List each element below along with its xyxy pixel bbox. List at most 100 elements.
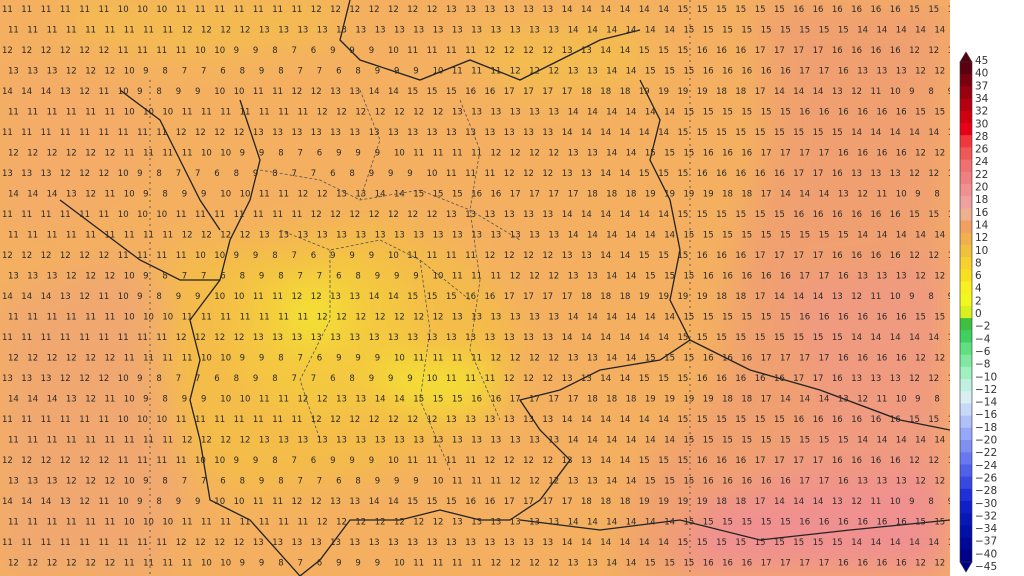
grid-value: 6 bbox=[214, 169, 219, 179]
legend-label: −2 bbox=[975, 321, 990, 333]
grid-value: 13 bbox=[587, 67, 598, 77]
grid-value: 13 bbox=[542, 5, 553, 15]
grid-value: 13 bbox=[523, 210, 534, 220]
grid-value: 14 bbox=[851, 333, 862, 343]
grid-value: 15 bbox=[658, 169, 669, 179]
grid-value: 16 bbox=[877, 354, 888, 364]
grid-value: 14 bbox=[896, 26, 907, 36]
grid-value: 12 bbox=[79, 169, 90, 179]
grid-value: 12 bbox=[928, 251, 939, 261]
grid-value: 11 bbox=[877, 395, 888, 405]
grid-value: 11 bbox=[47, 518, 58, 528]
grid-value: 12 bbox=[510, 272, 521, 282]
grid-value: 15 bbox=[780, 313, 791, 323]
grid-value: 13 bbox=[587, 354, 598, 364]
grid-value: 13 bbox=[542, 333, 553, 343]
grid-value: 8 bbox=[278, 149, 283, 159]
grid-value: 13 bbox=[349, 292, 360, 302]
grid-value: 6 bbox=[336, 477, 341, 487]
grid-value: 18 bbox=[606, 190, 617, 200]
grid-value: 13 bbox=[272, 538, 283, 548]
grid-value: 10 bbox=[234, 87, 245, 97]
grid-value: 11 bbox=[234, 415, 245, 425]
legend-color-step bbox=[960, 501, 972, 514]
grid-value: 14 bbox=[799, 190, 810, 200]
grid-value: 13 bbox=[491, 108, 502, 118]
grid-value: 14 bbox=[626, 559, 637, 569]
grid-value: 15 bbox=[684, 518, 695, 528]
grid-value: 11 bbox=[60, 5, 71, 15]
grid-value: 18 bbox=[626, 395, 637, 405]
grid-value: 11 bbox=[948, 538, 950, 548]
grid-value: 12 bbox=[298, 190, 309, 200]
grid-value: 19 bbox=[664, 395, 675, 405]
grid-value: 19 bbox=[697, 497, 708, 507]
grid-value: 18 bbox=[587, 190, 598, 200]
grid-value: 13 bbox=[857, 477, 868, 487]
legend-color-step bbox=[960, 305, 972, 319]
grid-value: 14 bbox=[664, 436, 675, 446]
grid-value: 9 bbox=[369, 169, 374, 179]
grid-value: 9 bbox=[349, 46, 354, 56]
grid-value: 9 bbox=[176, 87, 181, 97]
grid-value: 11 bbox=[195, 415, 206, 425]
grid-value: 9 bbox=[388, 169, 393, 179]
grid-value: 15 bbox=[697, 333, 708, 343]
grid-value: 12 bbox=[529, 477, 540, 487]
grid-value: 15 bbox=[427, 497, 438, 507]
grid-value: 12 bbox=[195, 333, 206, 343]
grid-value: 11 bbox=[259, 108, 270, 118]
grid-value: 13 bbox=[27, 477, 38, 487]
grid-value: 12 bbox=[214, 538, 225, 548]
grid-value: 11 bbox=[176, 210, 187, 220]
grid-value: 15 bbox=[697, 210, 708, 220]
grid-value: 13 bbox=[542, 210, 553, 220]
grid-value: 14 bbox=[600, 251, 611, 261]
grid-value: 16 bbox=[774, 169, 785, 179]
grid-value: 12 bbox=[928, 374, 939, 384]
grid-value: 10 bbox=[214, 87, 225, 97]
grid-value: 12 bbox=[510, 477, 521, 487]
grid-value: 12 bbox=[220, 26, 231, 36]
grid-value: 16 bbox=[871, 456, 882, 466]
grid-value: 13 bbox=[27, 272, 38, 282]
grid-value: 13 bbox=[446, 538, 457, 548]
legend-color-step bbox=[960, 196, 972, 209]
legend-color-step bbox=[960, 135, 972, 148]
grid-value: 16 bbox=[890, 210, 901, 220]
grid-value: 12 bbox=[909, 374, 920, 384]
grid-value: 11 bbox=[118, 46, 129, 56]
grid-value: 10 bbox=[143, 313, 154, 323]
grid-value: 18 bbox=[600, 292, 611, 302]
grid-value: 14 bbox=[600, 456, 611, 466]
grid-value: 11 bbox=[99, 497, 110, 507]
grid-value: 10 bbox=[118, 497, 129, 507]
grid-value: 12 bbox=[510, 149, 521, 159]
grid-value: 17 bbox=[813, 251, 824, 261]
grid-value: 11 bbox=[298, 518, 309, 528]
grid-value: 12 bbox=[934, 149, 945, 159]
grid-value: 11 bbox=[124, 149, 135, 159]
grid-value: 14 bbox=[658, 333, 669, 343]
grid-value: 12 bbox=[41, 456, 52, 466]
grid-value: 14 bbox=[620, 210, 631, 220]
grid-value: 15 bbox=[799, 436, 810, 446]
grid-value: 13 bbox=[452, 436, 463, 446]
grid-value: 12 bbox=[105, 272, 116, 282]
grid-value: 12 bbox=[317, 108, 328, 118]
grid-value: 12 bbox=[85, 190, 96, 200]
grid-value: 15 bbox=[799, 26, 810, 36]
grid-value: 14 bbox=[388, 292, 399, 302]
grid-value: 15 bbox=[780, 108, 791, 118]
grid-value: 14 bbox=[871, 128, 882, 138]
grid-value: 14 bbox=[664, 231, 675, 241]
grid-value: 13 bbox=[388, 538, 399, 548]
grid-value: 16 bbox=[851, 415, 862, 425]
grid-value: 13 bbox=[330, 87, 341, 97]
grid-value: 10 bbox=[896, 395, 907, 405]
grid-value: 15 bbox=[722, 518, 733, 528]
grid-value: 14 bbox=[41, 87, 52, 97]
grid-value: 12 bbox=[548, 354, 559, 364]
legend-label: 40 bbox=[975, 68, 988, 80]
grid-value: 13 bbox=[562, 169, 573, 179]
